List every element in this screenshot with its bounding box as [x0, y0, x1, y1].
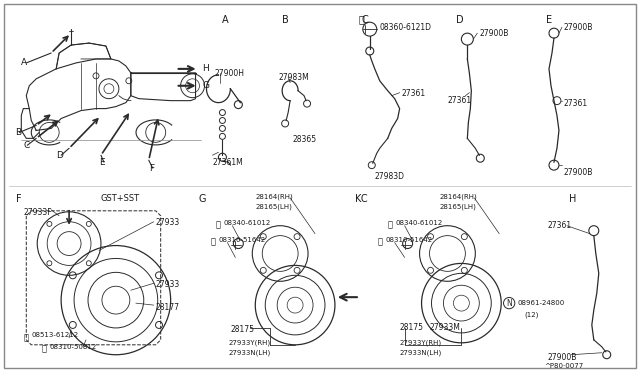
Text: 08360-6121D: 08360-6121D [380, 23, 432, 32]
Text: 08310-51642: 08310-51642 [218, 237, 266, 243]
Text: 27933F: 27933F [23, 208, 52, 217]
Text: 27361: 27361 [564, 99, 588, 108]
Text: H: H [202, 64, 209, 73]
Text: 27933Y(RH): 27933Y(RH) [399, 340, 442, 346]
Text: Ⓢ: Ⓢ [378, 238, 383, 247]
Text: KC: KC [355, 194, 367, 204]
Text: 28164(RH): 28164(RH) [255, 194, 293, 201]
Text: E: E [99, 158, 104, 167]
Text: A: A [222, 15, 228, 25]
Text: 28165(LH): 28165(LH) [440, 204, 476, 210]
Text: D: D [56, 151, 63, 160]
Text: N: N [506, 299, 512, 308]
Text: Ⓢ: Ⓢ [388, 221, 393, 230]
Text: F: F [17, 194, 22, 204]
Text: 27900B: 27900B [564, 168, 593, 177]
Text: 27361: 27361 [447, 96, 472, 105]
Text: 28177: 28177 [156, 303, 180, 312]
Text: Ⓢ: Ⓢ [359, 14, 365, 24]
Text: 28175: 28175 [399, 323, 424, 332]
Text: 08340-61012: 08340-61012 [396, 220, 443, 226]
Text: 27933M: 27933M [429, 323, 460, 332]
Text: 27933N(LH): 27933N(LH) [228, 350, 271, 356]
Text: 08310-50812: 08310-50812 [49, 344, 97, 350]
Text: 28164(RH): 28164(RH) [440, 194, 477, 201]
Text: 27933: 27933 [156, 280, 180, 289]
Text: Ⓢ: Ⓢ [216, 221, 220, 230]
Text: E: E [546, 15, 552, 25]
Text: 08961-24800: 08961-24800 [517, 300, 564, 306]
Text: 28175: 28175 [230, 325, 254, 334]
Text: 27933N(LH): 27933N(LH) [399, 350, 442, 356]
Text: 27983M: 27983M [278, 73, 309, 82]
Text: C: C [362, 15, 368, 25]
Text: F: F [148, 164, 154, 173]
Text: 08310-51642: 08310-51642 [386, 237, 433, 243]
Text: 27933Y(RH): 27933Y(RH) [228, 340, 271, 346]
Text: D: D [456, 15, 463, 25]
Text: B: B [15, 128, 22, 137]
Text: Ⓢ: Ⓢ [41, 345, 46, 354]
Text: 28365: 28365 [292, 135, 316, 144]
Text: H: H [569, 194, 576, 204]
Text: 27983D: 27983D [375, 172, 404, 181]
Text: 27361: 27361 [547, 221, 571, 230]
Text: A: A [21, 58, 28, 67]
Text: Ⓢ: Ⓢ [23, 333, 28, 342]
Text: G: G [202, 81, 209, 90]
Text: GST+SST: GST+SST [101, 194, 140, 203]
Text: 08340-61012: 08340-61012 [223, 220, 271, 226]
Text: 27900B: 27900B [564, 23, 593, 32]
Text: 08513-61212: 08513-61212 [31, 332, 78, 338]
Text: ^P80·0077: ^P80·0077 [544, 363, 583, 369]
Text: G: G [198, 194, 206, 204]
Text: 27900B: 27900B [547, 353, 577, 362]
Text: 27900H: 27900H [214, 69, 244, 78]
Text: 27933: 27933 [156, 218, 180, 227]
Text: 28165(LH): 28165(LH) [255, 204, 292, 210]
Text: Ⓢ: Ⓢ [211, 238, 216, 247]
Text: B: B [282, 15, 289, 25]
Text: C: C [23, 141, 29, 150]
Text: 27900B: 27900B [479, 29, 509, 38]
Text: (12): (12) [524, 311, 538, 318]
Text: 27361M: 27361M [212, 158, 243, 167]
Text: 27361: 27361 [402, 89, 426, 98]
